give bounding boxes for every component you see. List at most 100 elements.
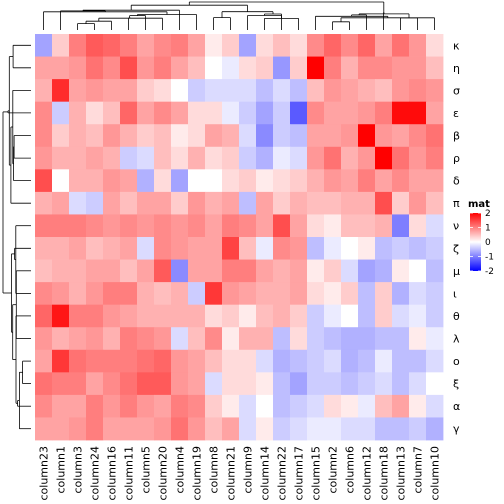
heatmap-cell [103,191,121,215]
heatmap-cell [103,34,121,57]
heatmap-cell [154,56,172,80]
heatmap-cell [273,327,291,351]
row-label: κ [453,39,460,52]
column-label: column6 [344,446,357,494]
column-label: column12 [361,446,374,501]
heatmap-cell [324,259,342,283]
heatmap-cell [205,101,223,125]
heatmap-cell [392,169,410,193]
heatmap-cell [137,101,155,125]
column-label: column23 [38,446,51,501]
heatmap-cell [426,327,444,351]
heatmap-cell [256,169,274,193]
heatmap-cell [392,417,410,441]
heatmap-cell [256,237,274,260]
heatmap-cell [409,191,427,215]
heatmap-cell [154,34,172,57]
heatmap-cell [290,259,308,283]
heatmap-cell [35,372,53,396]
heatmap-cell [256,417,274,441]
heatmap-cell [273,417,291,441]
column-label: column16 [106,446,119,501]
heatmap-cell [222,79,240,103]
heatmap-cell [205,394,223,418]
heatmap-cell [375,259,393,283]
heatmap-cell [358,214,376,238]
heatmap-cell [52,349,70,373]
heatmap-cell [324,214,342,238]
heatmap-cell [239,56,257,80]
heatmap-cell [86,191,104,215]
heatmap-cell [273,191,291,215]
heatmap-cell [324,101,342,125]
heatmap-cell [188,372,206,396]
heatmap-cell [69,34,87,57]
heatmap-cell [409,56,427,80]
heatmap-cell [69,282,87,306]
heatmap-cell [52,372,70,396]
heatmap-cell [171,56,189,80]
heatmap-cell [341,372,359,396]
heatmap-cell [239,417,257,441]
heatmap-cell [307,417,325,441]
heatmap-cell [307,214,325,238]
heatmap-cell [103,349,121,373]
heatmap-cell [324,372,342,396]
heatmap-cell [171,372,189,396]
heatmap-cell [426,372,444,396]
heatmap-cell [35,282,53,306]
heatmap-cell [307,79,325,103]
heatmap-cell [392,372,410,396]
heatmap-cell [120,79,138,103]
heatmap-cell [307,56,325,80]
heatmap-cell [307,349,325,373]
heatmap-cell [137,124,155,148]
heatmap-cell [290,237,308,260]
heatmap-cell [188,282,206,306]
heatmap-cell [52,146,70,170]
heatmap-cell [205,349,223,373]
row-label: ρ [453,152,460,165]
column-label: column18 [378,446,391,501]
heatmap-cell [341,214,359,238]
heatmap-cell [256,56,274,80]
heatmap-cell [154,304,172,328]
heatmap-cell [120,304,138,328]
heatmap-cell [103,124,121,148]
heatmap-cell [426,282,444,306]
heatmap-cell [103,372,121,396]
heatmap-cell [426,124,444,148]
heatmap-cell [188,79,206,103]
heatmap-cell [273,282,291,306]
heatmap-cell [426,169,444,193]
heatmap-cell [69,56,87,80]
heatmap-cell [290,327,308,351]
heatmap-cell [375,56,393,80]
heatmap-cell [426,417,444,441]
row-label: ο [453,355,460,368]
heatmap-cell [290,417,308,441]
heatmap-cell [137,146,155,170]
heatmap-cell [392,79,410,103]
heatmap-cell [409,214,427,238]
heatmap-cell [35,34,53,57]
heatmap-cell [307,327,325,351]
heatmap-cell [324,169,342,193]
heatmap-cell [35,259,53,283]
heatmap-cell [120,259,138,283]
heatmap-cell [426,214,444,238]
heatmap-cell [409,349,427,373]
heatmap-cell [137,191,155,215]
heatmap-cell [137,34,155,57]
heatmap-cell [52,101,70,125]
heatmap-cell [375,327,393,351]
column-label: column7 [412,446,425,494]
heatmap-cell [358,349,376,373]
heatmap-cell [120,124,138,148]
heatmap-cell [137,304,155,328]
heatmap-cell [120,327,138,351]
heatmap-cell [205,56,223,80]
heatmap-cell [188,146,206,170]
heatmap-cell [137,372,155,396]
